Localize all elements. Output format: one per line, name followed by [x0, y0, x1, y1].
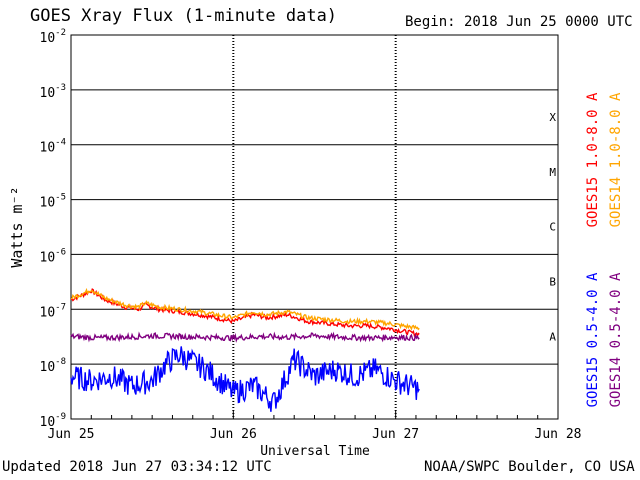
y-tick-label: 10-7 — [40, 302, 67, 320]
flare-class-label: X — [549, 111, 556, 124]
x-axis-label: Universal Time — [260, 444, 370, 459]
legend-entry: GOES15 0.5-4.0 A — [585, 272, 601, 407]
flare-class-label: A — [549, 330, 556, 343]
x-tick-labels: Jun 25 Jun 26 Jun 27 Jun 28 — [48, 427, 582, 442]
updated-timestamp: Updated 2018 Jun 27 03:34:12 UTC — [2, 459, 272, 475]
legend-entry: GOES14 1.0-8.0 A — [608, 92, 624, 227]
y-tick-label: 10-8 — [40, 357, 67, 375]
legend-entry: GOES14 0.5-4.0 A — [608, 272, 624, 407]
x-tick-label: Jun 25 — [48, 427, 95, 442]
y-axis-label: Watts m⁻² — [8, 186, 26, 267]
y-tick-label: 10-4 — [40, 138, 67, 156]
grid-lines — [70, 34, 559, 420]
series-lines — [70, 287, 420, 412]
begin-time: Begin: 2018 Jun 25 0000 UTC — [405, 14, 633, 30]
legend-entry: GOES15 1.0-8.0 A — [585, 92, 601, 227]
y-tick-label: 10-2 — [40, 28, 67, 46]
x-tick-label: Jun 27 — [372, 427, 419, 442]
y-tick-label: 10-9 — [40, 412, 67, 430]
flare-class-label: M — [549, 166, 556, 179]
y-tick-label: 10-3 — [40, 83, 67, 101]
legend: GOES15 1.0-8.0 A GOES14 1.0-8.0 A GOES15 0… — [585, 92, 624, 407]
y-tick-label: 10-6 — [40, 247, 67, 265]
series-line — [70, 331, 420, 343]
series-line — [70, 346, 420, 412]
series-line — [70, 287, 420, 331]
x-tick-label: Jun 26 — [210, 427, 257, 442]
y-tick-labels: 10-9 10-8 10-7 10-6 10-5 10-4 10-3 10-2 — [40, 28, 67, 430]
chart-title: GOES Xray Flux (1-minute data) — [30, 6, 338, 26]
x-tick-label: Jun 28 — [535, 427, 582, 442]
credit: NOAA/SWPC Boulder, CO USA — [424, 459, 635, 475]
y-tick-label: 10-5 — [40, 193, 67, 211]
plot-frame — [70, 34, 559, 420]
flare-class-label: B — [549, 276, 556, 289]
flare-class-labels: A B C M X — [549, 111, 556, 343]
flare-class-label: C — [549, 221, 556, 234]
